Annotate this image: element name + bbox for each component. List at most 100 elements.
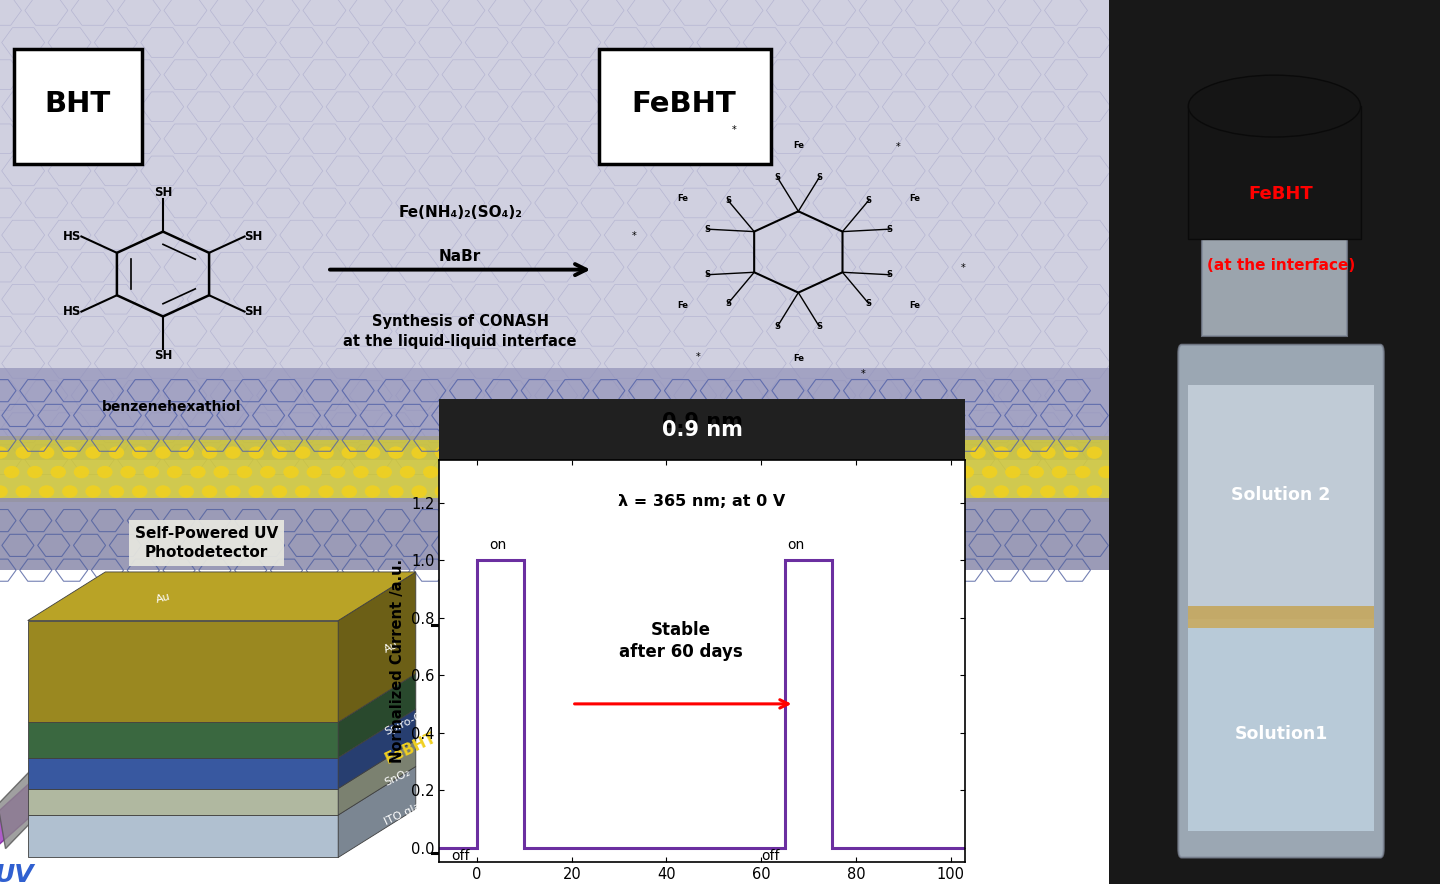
Circle shape bbox=[0, 446, 7, 459]
Text: on: on bbox=[490, 537, 507, 552]
Text: S: S bbox=[775, 322, 780, 331]
Text: UV: UV bbox=[0, 863, 35, 884]
Circle shape bbox=[202, 446, 217, 459]
Text: S: S bbox=[775, 173, 780, 182]
Circle shape bbox=[236, 466, 252, 478]
Circle shape bbox=[261, 466, 275, 478]
Circle shape bbox=[877, 485, 893, 498]
Circle shape bbox=[400, 466, 415, 478]
Circle shape bbox=[132, 485, 147, 498]
Circle shape bbox=[62, 485, 78, 498]
Circle shape bbox=[819, 466, 834, 478]
Circle shape bbox=[575, 446, 590, 459]
Circle shape bbox=[1087, 485, 1102, 498]
Circle shape bbox=[749, 466, 765, 478]
Text: Synthesis of CONASH
at the liquid-liquid interface: Synthesis of CONASH at the liquid-liquid… bbox=[343, 314, 577, 349]
Circle shape bbox=[900, 446, 916, 459]
Bar bbox=[1188, 385, 1374, 606]
Circle shape bbox=[504, 485, 520, 498]
Circle shape bbox=[179, 485, 194, 498]
Circle shape bbox=[655, 466, 671, 478]
Circle shape bbox=[50, 466, 66, 478]
Text: Fe: Fe bbox=[909, 194, 920, 203]
Circle shape bbox=[156, 446, 171, 459]
Bar bbox=[27, 789, 338, 815]
Circle shape bbox=[190, 466, 206, 478]
Circle shape bbox=[1063, 485, 1079, 498]
Circle shape bbox=[1110, 485, 1126, 498]
Circle shape bbox=[62, 446, 78, 459]
Circle shape bbox=[1076, 466, 1090, 478]
Polygon shape bbox=[338, 709, 416, 789]
Text: *: * bbox=[696, 353, 701, 362]
Circle shape bbox=[598, 446, 613, 459]
Text: SH: SH bbox=[245, 230, 264, 243]
Circle shape bbox=[1063, 446, 1079, 459]
Circle shape bbox=[481, 446, 497, 459]
Bar bbox=[439, 400, 965, 460]
Circle shape bbox=[248, 446, 264, 459]
Circle shape bbox=[16, 485, 32, 498]
Polygon shape bbox=[27, 572, 416, 621]
Circle shape bbox=[1005, 466, 1021, 478]
Circle shape bbox=[412, 446, 426, 459]
Text: Fe: Fe bbox=[793, 354, 804, 363]
Circle shape bbox=[760, 485, 776, 498]
Circle shape bbox=[96, 466, 112, 478]
Text: Spiro-OMeTAD: Spiro-OMeTAD bbox=[383, 694, 459, 737]
Text: FeBHT: FeBHT bbox=[383, 730, 439, 767]
Polygon shape bbox=[0, 747, 60, 849]
Circle shape bbox=[831, 485, 847, 498]
Circle shape bbox=[73, 466, 89, 478]
Text: SnO₂: SnO₂ bbox=[383, 767, 412, 788]
FancyBboxPatch shape bbox=[14, 49, 143, 164]
Circle shape bbox=[1122, 466, 1138, 478]
Circle shape bbox=[923, 485, 939, 498]
Circle shape bbox=[412, 485, 426, 498]
Circle shape bbox=[307, 466, 323, 478]
Circle shape bbox=[179, 446, 194, 459]
Circle shape bbox=[108, 446, 124, 459]
Circle shape bbox=[994, 446, 1009, 459]
Text: HS: HS bbox=[63, 305, 82, 318]
Circle shape bbox=[85, 446, 101, 459]
Circle shape bbox=[703, 466, 719, 478]
Bar bbox=[27, 758, 338, 789]
Text: (at the interface): (at the interface) bbox=[1207, 258, 1355, 272]
Circle shape bbox=[318, 485, 334, 498]
Circle shape bbox=[144, 466, 158, 478]
Circle shape bbox=[341, 446, 357, 459]
Bar bbox=[1188, 619, 1374, 831]
Bar bbox=[1201, 230, 1348, 336]
Circle shape bbox=[446, 466, 462, 478]
Circle shape bbox=[364, 485, 380, 498]
Bar bbox=[1188, 606, 1374, 628]
Text: S: S bbox=[704, 271, 710, 279]
Text: BHT: BHT bbox=[45, 90, 111, 118]
Circle shape bbox=[865, 466, 881, 478]
Circle shape bbox=[1051, 466, 1067, 478]
Text: A: A bbox=[487, 730, 500, 748]
Text: Stable
after 60 days: Stable after 60 days bbox=[619, 621, 743, 660]
Text: Fe: Fe bbox=[677, 301, 688, 309]
Text: S: S bbox=[724, 299, 732, 308]
Circle shape bbox=[225, 485, 240, 498]
Circle shape bbox=[272, 485, 287, 498]
Circle shape bbox=[516, 466, 531, 478]
Circle shape bbox=[772, 466, 788, 478]
Text: SH: SH bbox=[245, 305, 264, 318]
Y-axis label: Normalized Current /a.u.: Normalized Current /a.u. bbox=[390, 559, 405, 763]
Circle shape bbox=[4, 466, 19, 478]
Circle shape bbox=[644, 485, 660, 498]
Circle shape bbox=[888, 466, 904, 478]
Circle shape bbox=[737, 446, 753, 459]
Circle shape bbox=[994, 485, 1009, 498]
Polygon shape bbox=[338, 766, 416, 857]
Circle shape bbox=[85, 485, 101, 498]
Circle shape bbox=[900, 485, 916, 498]
Circle shape bbox=[923, 446, 939, 459]
Circle shape bbox=[632, 466, 648, 478]
Circle shape bbox=[492, 466, 508, 478]
Text: ITO glass: ITO glass bbox=[383, 796, 433, 827]
Circle shape bbox=[714, 446, 730, 459]
